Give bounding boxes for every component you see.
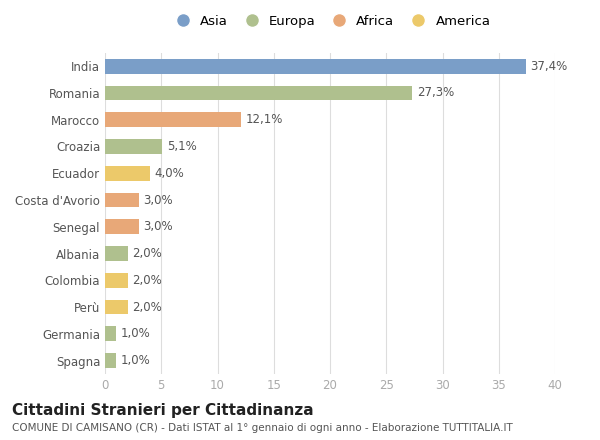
Text: 1,0%: 1,0% (121, 354, 151, 367)
Text: 2,0%: 2,0% (132, 301, 162, 314)
Text: 27,3%: 27,3% (416, 86, 454, 99)
Bar (105, 353, 116, 368)
Text: 2,0%: 2,0% (132, 274, 162, 287)
Text: 5,1%: 5,1% (167, 140, 197, 153)
Text: COMUNE DI CAMISANO (CR) - Dati ISTAT al 1° gennaio di ogni anno - Elaborazione T: COMUNE DI CAMISANO (CR) - Dati ISTAT al … (12, 423, 513, 433)
Text: 4,0%: 4,0% (155, 167, 184, 180)
Bar (105, 193, 139, 207)
Bar (105, 326, 116, 341)
Text: 3,0%: 3,0% (143, 220, 173, 233)
Bar (105, 112, 241, 127)
Legend: Asia, Europa, Africa, America: Asia, Europa, Africa, America (164, 10, 496, 33)
Bar (105, 246, 128, 261)
Bar (105, 86, 412, 100)
Text: 2,0%: 2,0% (132, 247, 162, 260)
Text: 37,4%: 37,4% (530, 60, 568, 73)
Text: Cittadini Stranieri per Cittadinanza: Cittadini Stranieri per Cittadinanza (12, 403, 314, 418)
Bar (105, 166, 150, 180)
Bar (105, 300, 128, 315)
Text: 12,1%: 12,1% (245, 113, 283, 126)
Text: 3,0%: 3,0% (143, 194, 173, 206)
Bar (105, 59, 526, 73)
Bar (105, 220, 139, 234)
Bar (105, 273, 128, 288)
Bar (105, 139, 163, 154)
Text: 1,0%: 1,0% (121, 327, 151, 341)
